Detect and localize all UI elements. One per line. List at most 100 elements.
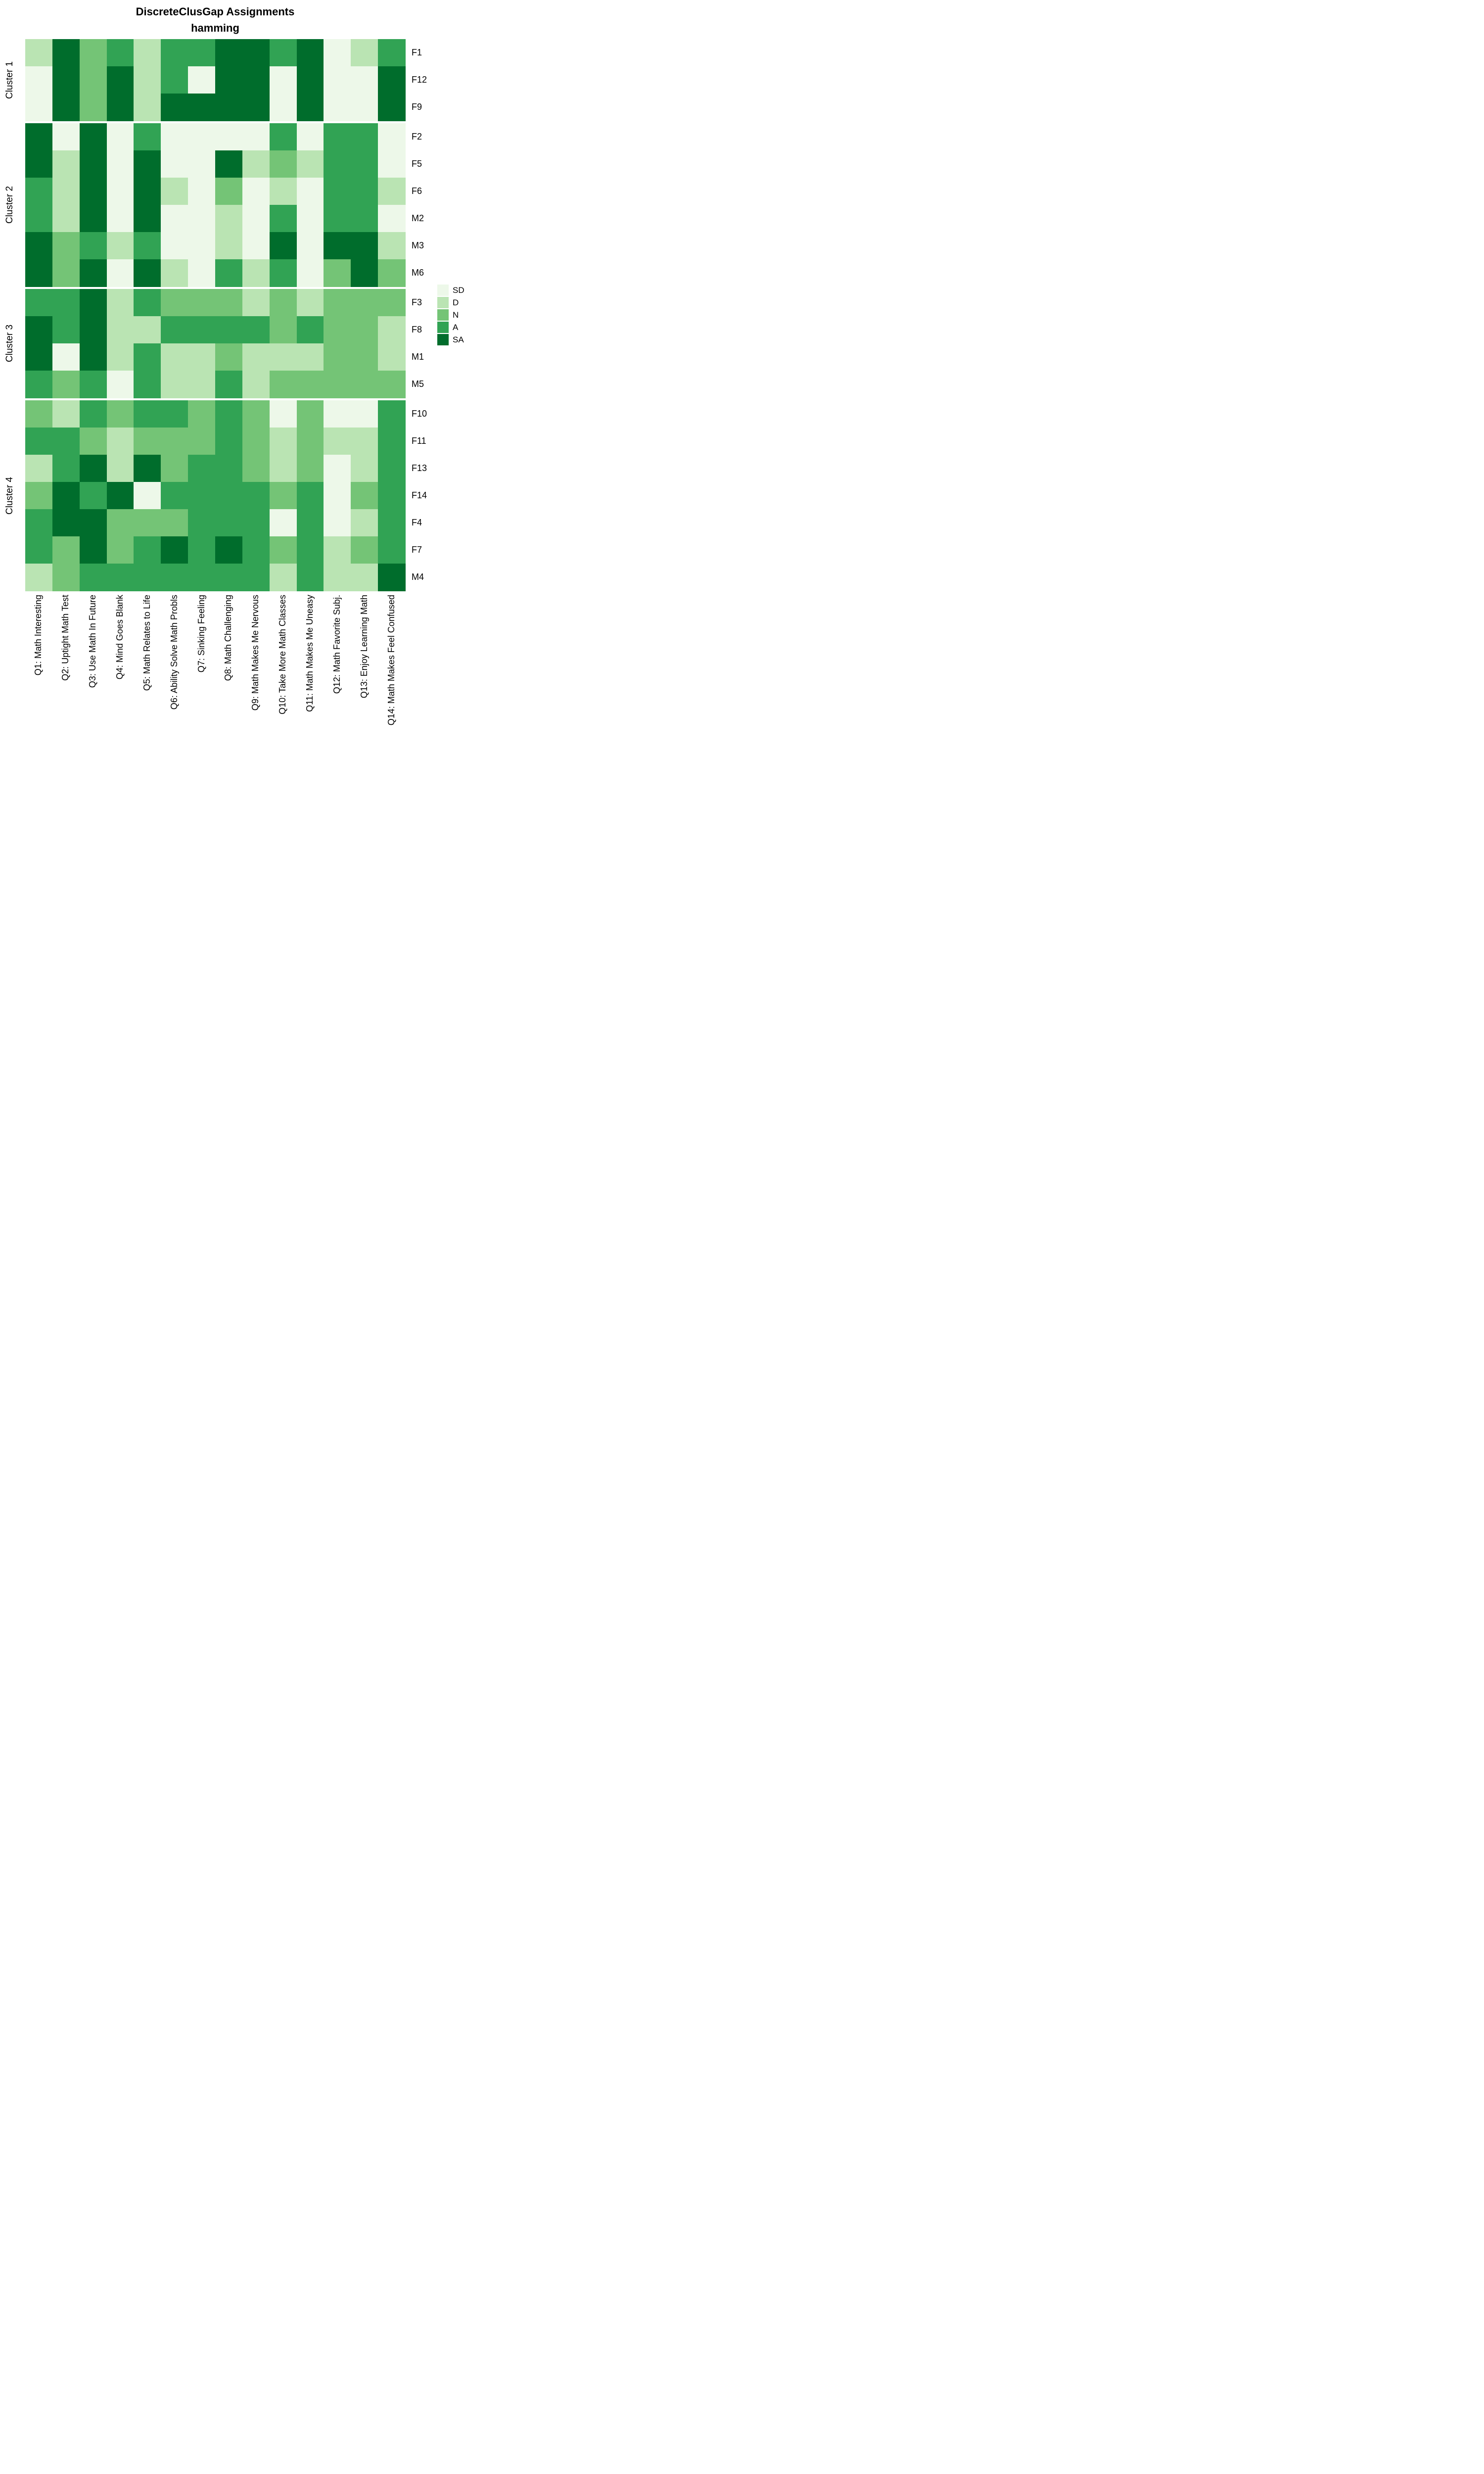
heatmap-cell <box>296 289 325 317</box>
row-label: F6 <box>412 186 422 196</box>
row-label: F9 <box>412 102 422 112</box>
heatmap-cell <box>242 455 270 482</box>
heatmap-cell <box>296 232 325 260</box>
heatmap-cell <box>134 123 161 151</box>
heatmap-cell <box>79 205 107 233</box>
heatmap-cell <box>378 482 406 510</box>
heatmap-cell <box>188 564 216 591</box>
heatmap-cell <box>188 482 216 510</box>
heatmap-cell <box>79 178 107 205</box>
heatmap-cell <box>188 509 216 537</box>
heatmap-cell <box>215 482 243 510</box>
column-label: Q7: Sinking Feeling <box>196 595 206 673</box>
heatmap-cell <box>351 150 378 178</box>
heatmap-cell <box>242 150 270 178</box>
heatmap-cell <box>52 343 80 371</box>
heatmap-cell <box>351 400 378 428</box>
heatmap-cell <box>188 536 216 564</box>
heatmap-cell <box>79 39 107 67</box>
heatmap-cell <box>351 232 378 260</box>
heatmap-cell <box>324 536 351 564</box>
chart-subtitle: hamming <box>191 22 239 34</box>
heatmap-cell <box>324 509 351 537</box>
row-label: M3 <box>412 240 424 250</box>
row-label: M2 <box>412 213 424 223</box>
heatmap-cell <box>25 259 53 287</box>
heatmap-cell <box>161 150 188 178</box>
heatmap-cell <box>215 259 243 287</box>
heatmap-cell <box>106 482 135 510</box>
column-label: Q11: Math Makes Me Uneasy <box>305 595 315 712</box>
heatmap-cell <box>79 455 107 482</box>
column-label: Q5: Math Relates to Life <box>141 595 152 691</box>
heatmap-cell <box>269 343 297 371</box>
heatmap-cell <box>52 232 80 260</box>
heatmap-cell <box>324 564 351 591</box>
heatmap-cell <box>242 259 270 287</box>
heatmap-cell <box>269 400 297 428</box>
heatmap-cell <box>269 178 297 205</box>
heatmap-cell <box>52 428 80 455</box>
heatmap-cell <box>106 150 135 178</box>
heatmap-cell <box>188 400 216 428</box>
column-label: Q9: Math Makes Me Nervous <box>250 595 261 711</box>
heatmap-cell <box>188 289 216 317</box>
legend-label-a: A <box>453 323 459 332</box>
heatmap-cell <box>79 94 107 121</box>
heatmap-cell <box>351 371 378 398</box>
heatmap-cell <box>215 428 243 455</box>
legend-swatch-sa <box>437 334 449 345</box>
heatmap-cell <box>106 371 135 398</box>
heatmap-cell <box>25 509 53 537</box>
heatmap-cell <box>296 509 325 537</box>
heatmap-cell <box>134 455 161 482</box>
heatmap-cell <box>378 39 406 67</box>
heatmap-cell <box>242 123 270 151</box>
heatmap-cell <box>161 289 188 317</box>
heatmap-cell <box>106 536 135 564</box>
heatmap-cell <box>324 259 351 287</box>
heatmap-cell <box>296 66 325 94</box>
heatmap-cell <box>188 123 216 151</box>
heatmap-cell <box>242 66 270 94</box>
heatmap-cell <box>351 289 378 317</box>
heatmap-cell <box>378 455 406 482</box>
heatmap-cell <box>79 564 107 591</box>
heatmap-cell <box>161 94 188 121</box>
row-label: F2 <box>412 132 422 142</box>
heatmap-cell <box>269 455 297 482</box>
heatmap-cell <box>378 289 406 317</box>
row-label: M1 <box>412 352 424 362</box>
heatmap-cell <box>269 428 297 455</box>
heatmap-cell <box>215 536 243 564</box>
chart-title: DiscreteClusGap Assignments <box>136 5 295 18</box>
heatmap-cell <box>106 400 135 428</box>
heatmap-cell <box>134 564 161 591</box>
heatmap-cell <box>215 178 243 205</box>
heatmap-cell <box>134 178 161 205</box>
heatmap-cell <box>324 289 351 317</box>
column-label: Q14: Math Makes Feel Confused <box>386 595 396 726</box>
heatmap-cell <box>25 39 53 67</box>
heatmap-cell <box>242 428 270 455</box>
heatmap-cell <box>296 259 325 287</box>
heatmap-cell <box>296 343 325 371</box>
heatmap-cell <box>52 259 80 287</box>
heatmap-cell <box>106 509 135 537</box>
heatmap-cell <box>161 482 188 510</box>
heatmap-cell <box>134 400 161 428</box>
heatmap-cell <box>324 94 351 121</box>
heatmap-cell <box>188 178 216 205</box>
heatmap-cell <box>215 564 243 591</box>
heatmap-cell <box>134 371 161 398</box>
heatmap-cell <box>106 205 135 233</box>
heatmap-cell <box>161 178 188 205</box>
row-label: M5 <box>412 379 424 389</box>
heatmap-cell <box>79 150 107 178</box>
column-label: Q8: Math Challenging <box>223 595 233 681</box>
heatmap-cell <box>134 150 161 178</box>
heatmap-cell <box>25 455 53 482</box>
row-label: F14 <box>412 490 427 500</box>
heatmap-cell <box>52 123 80 151</box>
heatmap-figure: DiscreteClusGap Assignments hamming Clus… <box>0 0 475 792</box>
